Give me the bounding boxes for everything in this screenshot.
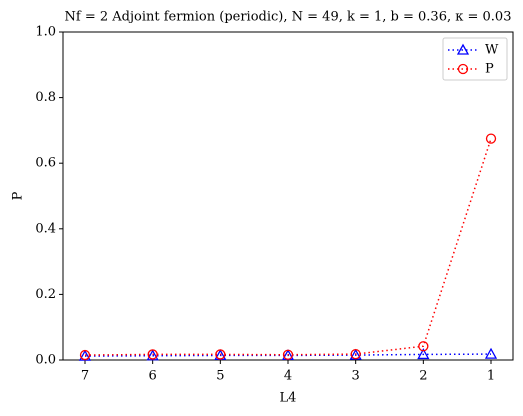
marker	[484, 347, 498, 359]
x-tick-label: 1	[487, 369, 495, 384]
x-tick-label: 2	[419, 369, 427, 384]
legend-marker	[457, 63, 469, 75]
marker	[79, 349, 91, 361]
y-tick-label: 0.6	[35, 156, 56, 171]
plot-frame	[62, 31, 514, 361]
legend-label: W	[485, 43, 499, 58]
x-tick-label: 7	[81, 369, 89, 384]
legend-label: P	[485, 62, 494, 77]
marker	[485, 133, 497, 144]
x-tick-label: 4	[284, 369, 292, 384]
marker	[146, 349, 159, 361]
marker	[282, 349, 294, 360]
x-tick-label: 6	[149, 369, 157, 384]
y-tick-label: 0.2	[35, 287, 56, 302]
marker	[350, 348, 361, 360]
y-tick-label: 0.4	[35, 221, 56, 236]
y-tick-label: 1.0	[35, 25, 56, 40]
y-tick-label: 0.0	[35, 353, 56, 368]
y-tick-label: 0.8	[35, 90, 56, 105]
marker	[215, 349, 226, 360]
x-axis-label: L4	[280, 391, 297, 406]
chart-title: Nf = 2 Adjoint fermion (periodic), N = 4…	[65, 10, 512, 25]
x-tick-label: 3	[352, 369, 360, 384]
y-axis-label: P	[11, 191, 26, 200]
x-tick-label: 5	[216, 369, 224, 384]
marker	[418, 341, 429, 352]
marker	[417, 348, 430, 360]
marker	[147, 349, 158, 360]
legend-marker	[456, 43, 470, 55]
series-line	[84, 138, 492, 356]
